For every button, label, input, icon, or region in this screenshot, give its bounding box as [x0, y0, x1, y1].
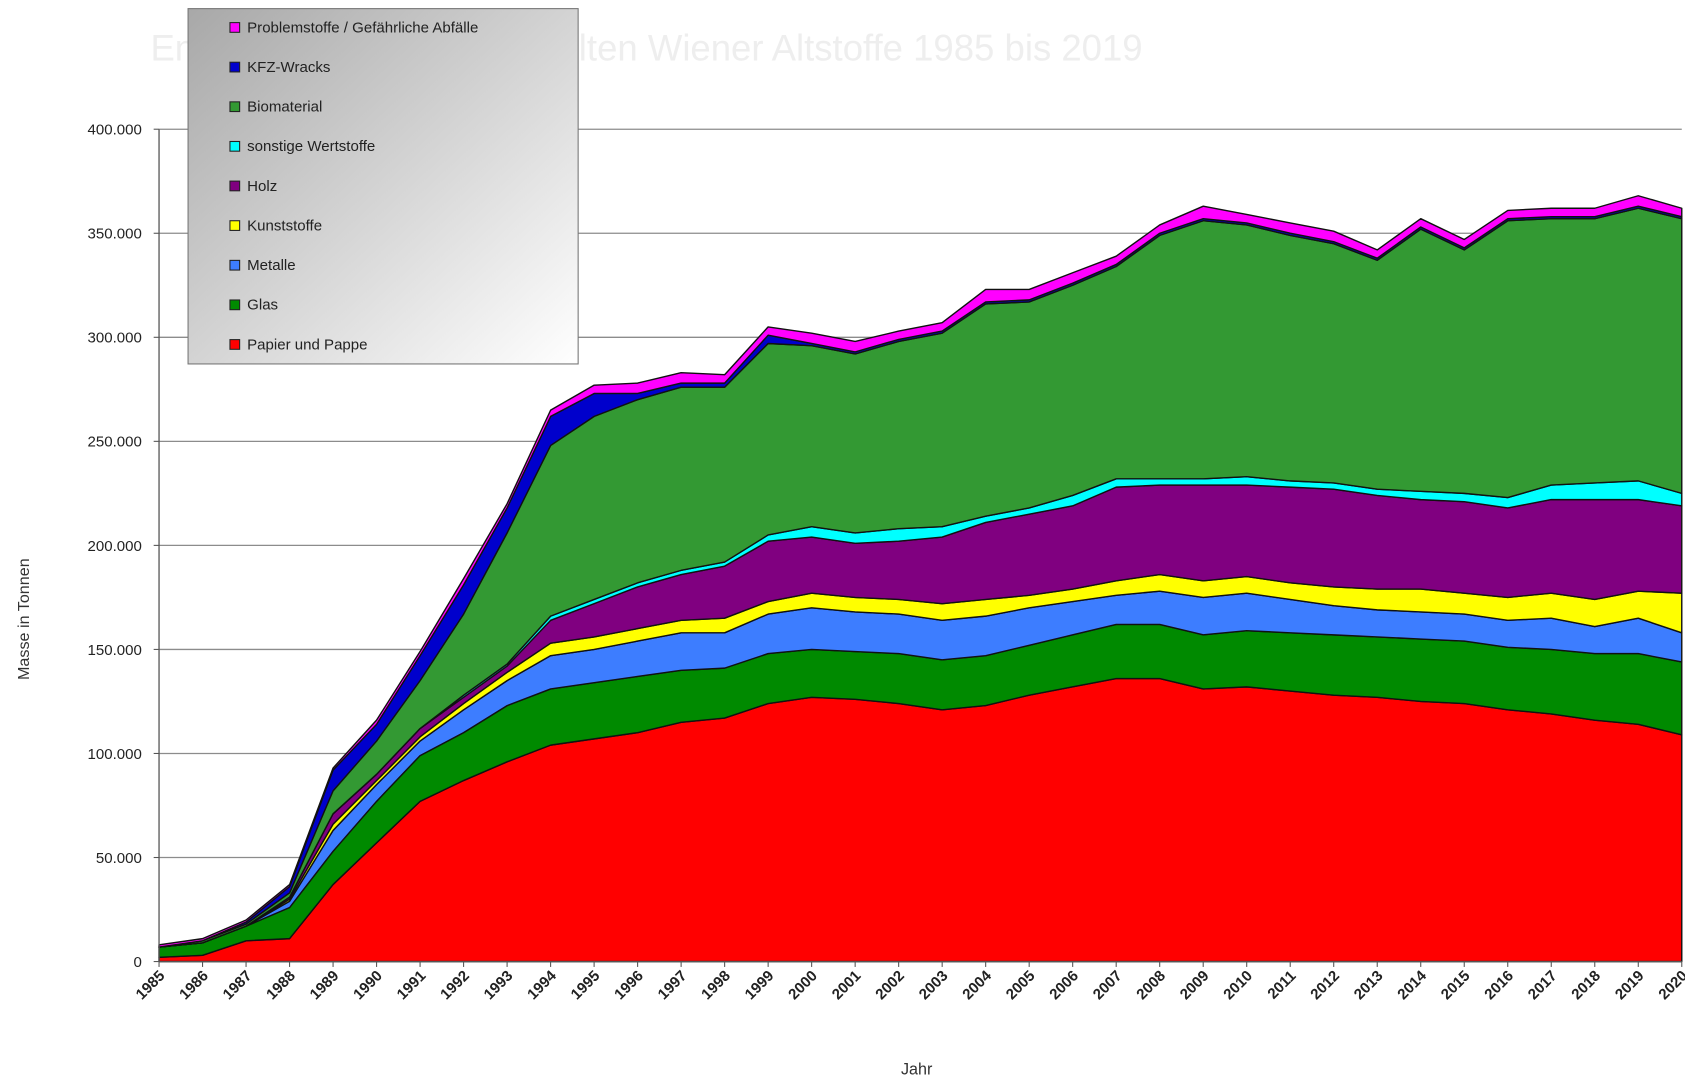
area [158, 195, 1683, 948]
legend-swatch [229, 180, 241, 192]
legend-swatch [229, 259, 241, 271]
legend-swatch [229, 140, 241, 152]
legend-label: Metalle [247, 257, 295, 274]
y-tick-label: 250.000 [87, 434, 141, 451]
legend-label: Holz [247, 178, 277, 195]
legend-label: Glas [247, 297, 278, 314]
y-tick-label: 150.000 [87, 642, 141, 659]
y-tick-label: 400.000 [87, 122, 141, 139]
legend-swatch [229, 220, 241, 231]
y-tick-label: 300.000 [87, 330, 141, 347]
legend-swatch [229, 101, 241, 113]
y-tick-label: 350.000 [87, 226, 141, 243]
legend-label: Kunststoffe [247, 217, 322, 234]
y-tick-label: 200.000 [87, 538, 141, 555]
legend-label: sonstige Wertstoffe [247, 138, 375, 155]
y-tick-label: 100.000 [87, 746, 141, 763]
legend-label: KFZ-Wracks [247, 59, 330, 76]
x-axis-label: Jahr [901, 1061, 933, 1079]
legend-label: Problemstoffe / Gefährliche Abfälle [247, 19, 478, 36]
legend-box [187, 8, 579, 365]
legend-label: Papier und Pappe [247, 336, 367, 353]
areas [158, 195, 1683, 963]
legend-swatch [229, 61, 241, 73]
legend-label: Biomaterial [247, 99, 322, 116]
legend-swatch [229, 299, 241, 311]
legend-swatch [229, 22, 241, 33]
legend: Problemstoffe / Gefährliche Abfälle KFZ-W… [187, 8, 579, 365]
legend-swatch [229, 339, 241, 350]
y-tick-label: 50.000 [96, 850, 142, 867]
y-tick-label: 0 [133, 954, 141, 971]
y-axis-label: Masse in Tonnen [15, 558, 33, 680]
